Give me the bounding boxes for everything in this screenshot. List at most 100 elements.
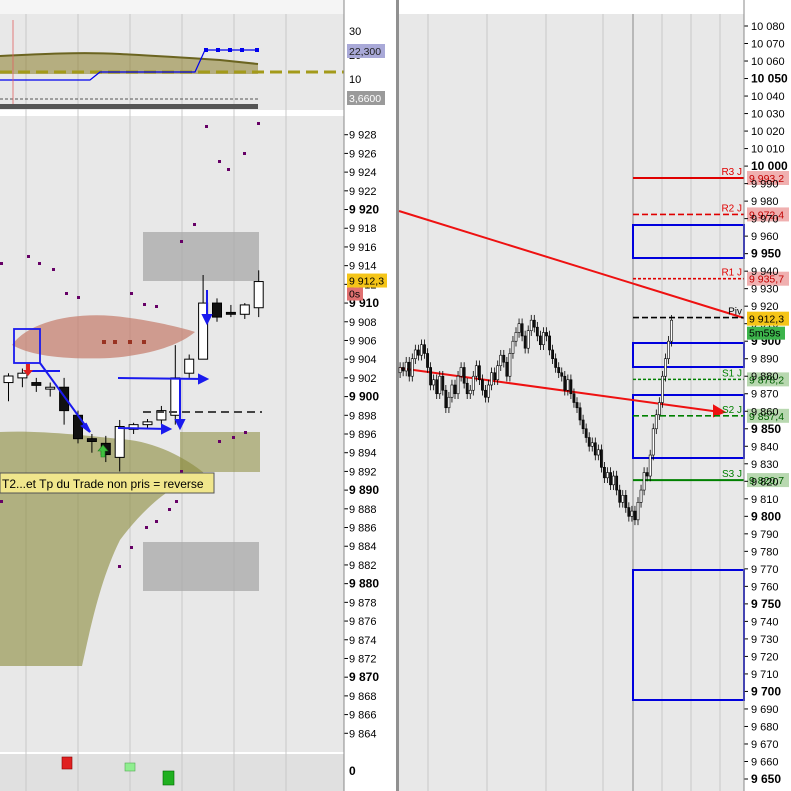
candle-body — [212, 302, 222, 318]
candle-body — [581, 419, 585, 430]
y-tick-label: 10 060 — [751, 56, 785, 68]
pivot-name: Piv — [728, 307, 742, 318]
y-tick-label: 9 810 — [751, 494, 779, 506]
y-tick-label: 9 800 — [751, 509, 781, 523]
y-tick-label: 10 030 — [751, 109, 785, 121]
y-tick-label: 9 894 — [349, 448, 377, 460]
candle-body — [627, 507, 631, 517]
candle-body — [560, 372, 564, 377]
y-tick-label: 9 896 — [349, 429, 377, 441]
candle-body — [462, 367, 466, 384]
candle-body — [471, 375, 475, 391]
candle-body — [520, 323, 524, 337]
y-tick-label: 9 902 — [349, 373, 377, 385]
y-tick-label: 9 980 — [751, 196, 779, 208]
trend-lines — [398, 210, 745, 418]
timer-label: 5m59s — [749, 328, 781, 340]
candle-body — [156, 410, 167, 421]
timer-tag — [747, 326, 785, 340]
pivot-price-label: 9 993,2 — [749, 173, 784, 185]
y-tick-label: 9 872 — [349, 653, 377, 665]
y-tick-label: 9 874 — [349, 635, 377, 647]
y-tick-label: 9 900 — [349, 390, 379, 404]
indicator-value-2: 3,6600 — [349, 93, 381, 105]
y-tick-label: 9 930 — [751, 284, 779, 296]
candle-body — [453, 384, 457, 395]
y-tick-label: 9 890 — [751, 354, 779, 366]
y-tick-label: 9 898 — [349, 410, 377, 422]
candle-body — [593, 442, 597, 456]
candle-body — [569, 379, 573, 395]
candle-body — [429, 367, 433, 386]
candle-body — [128, 424, 139, 430]
candle-body — [45, 386, 56, 390]
candle-body — [578, 407, 582, 421]
pivot-name: S2 J — [722, 405, 742, 416]
candle-body — [420, 344, 423, 356]
y-tick-label: 9 880 — [751, 371, 779, 383]
y-tick-label: 9 864 — [349, 728, 377, 740]
trade-annotations — [13, 290, 213, 435]
indicator-value-tag — [347, 44, 385, 58]
indicator-axis-label: 10 — [349, 74, 361, 86]
candle-body — [667, 340, 670, 360]
candle-body — [253, 281, 264, 309]
y-tick-label: 9 770 — [751, 564, 779, 576]
candle-body — [557, 367, 561, 374]
pivot-name: R2 J — [721, 203, 742, 214]
y-tick-label: 9 918 — [349, 223, 377, 235]
candle-body — [566, 379, 570, 391]
y-tick-label: 9 882 — [349, 560, 377, 572]
pivot-price-tag — [747, 171, 789, 186]
y-tick-label: 10 000 — [751, 159, 788, 173]
indicator-dots — [0, 122, 260, 568]
last-price-label: 9 912,3 — [349, 276, 384, 288]
candle-body — [142, 421, 153, 426]
candle-body — [590, 442, 594, 447]
candle-body — [413, 349, 417, 360]
y-tick-label: 9 650 — [751, 772, 781, 786]
indicator-value-tag — [347, 91, 385, 105]
y-tick-label: 9 876 — [349, 616, 377, 628]
timer-tag — [347, 287, 363, 301]
candle-body — [505, 361, 509, 377]
indicator-plot — [0, 20, 344, 109]
pivot-price-label: 9 820,7 — [749, 475, 784, 487]
candle-body — [474, 365, 478, 377]
candle-body — [563, 375, 567, 391]
candle-body — [444, 389, 448, 409]
y-tick-label: 9 750 — [751, 597, 781, 611]
candle-body — [545, 332, 548, 337]
candle-body — [447, 396, 451, 409]
candle-body — [496, 365, 500, 381]
candle-body — [618, 489, 622, 503]
candle-body — [484, 389, 487, 398]
candle-body — [630, 510, 634, 517]
candle-body — [639, 489, 643, 503]
y-tick-label: 9 870 — [751, 389, 779, 401]
candle-body — [468, 389, 472, 395]
timer-label: 0s — [349, 289, 360, 301]
candle-body — [587, 437, 591, 447]
y-tick-label: 9 680 — [751, 721, 779, 733]
candle-body — [526, 330, 530, 349]
candle-body — [538, 335, 542, 346]
candle-body — [31, 382, 42, 386]
candle-body — [551, 349, 555, 360]
candle-body — [624, 495, 628, 508]
last-price-label: 9 912,3 — [749, 314, 784, 326]
candle-body — [198, 302, 209, 360]
y-tick-label: 9 906 — [349, 335, 377, 347]
y-tick-label: 9 904 — [349, 354, 377, 366]
candle-body — [432, 379, 436, 386]
y-tick-label: 9 990 — [751, 179, 779, 191]
y-tick-label: 9 878 — [349, 597, 377, 609]
candle-body — [450, 384, 454, 398]
candle-body — [508, 353, 512, 377]
y-tick-label: 9 870 — [349, 670, 379, 684]
candle-body — [225, 311, 236, 315]
buy-arrow-icon — [97, 444, 109, 458]
y-tick-label: 9 670 — [751, 739, 779, 751]
y-tick-label: 9 880 — [349, 577, 379, 591]
pivot-price-label: 9 878,2 — [749, 374, 784, 386]
